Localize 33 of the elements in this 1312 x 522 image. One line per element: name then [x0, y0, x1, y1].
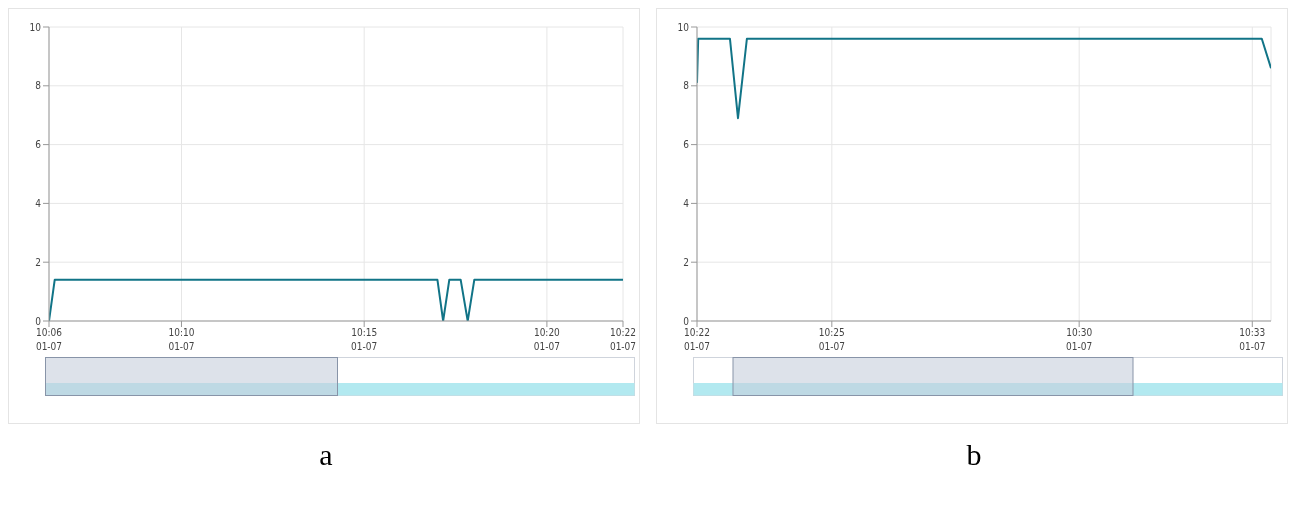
x-tick-label: 10:06 [36, 327, 63, 339]
y-tick-label: 8 [683, 80, 690, 92]
y-tick-label: 6 [683, 139, 690, 151]
x-tick-label: 10:33 [1239, 327, 1266, 339]
text: 01-07 [351, 341, 378, 352]
text: 01-07 [683, 341, 711, 352]
y-tick-label: 0 [683, 315, 690, 327]
x-tick-label: 10:25 [818, 327, 845, 339]
x-tick-label: 10:30 [1066, 327, 1093, 339]
y-tick-label: 2 [35, 256, 41, 268]
y-tick-label: 10 [677, 21, 690, 33]
x-tick-label: 10:20 [533, 327, 561, 339]
x-tick-label: 10:22 [684, 327, 710, 339]
y-tick-label: 4 [35, 197, 42, 209]
y-tick-label: 0 [35, 315, 42, 327]
text: 01-07 [1239, 341, 1266, 352]
y-tick-label: 2 [683, 256, 689, 268]
text: 01-07 [609, 341, 637, 352]
y-tick-label: 4 [683, 197, 690, 209]
text: b [965, 438, 983, 472]
text: a [318, 438, 334, 472]
y-tick-label: 10 [29, 21, 42, 33]
text: 01-07 [35, 341, 63, 352]
x-tick-label: 10:15 [351, 327, 378, 339]
x-tick-label: 10:10 [168, 327, 195, 339]
text: 01-07 [1066, 341, 1093, 352]
text: 01-07 [818, 341, 845, 352]
line-series [697, 37, 1271, 120]
y-tick-label: 6 [35, 139, 42, 151]
y-tick-label: 8 [35, 80, 42, 92]
text: 01-07 [168, 341, 195, 352]
x-tick-label: 10:22 [610, 327, 636, 339]
text: 01-07 [533, 341, 560, 352]
